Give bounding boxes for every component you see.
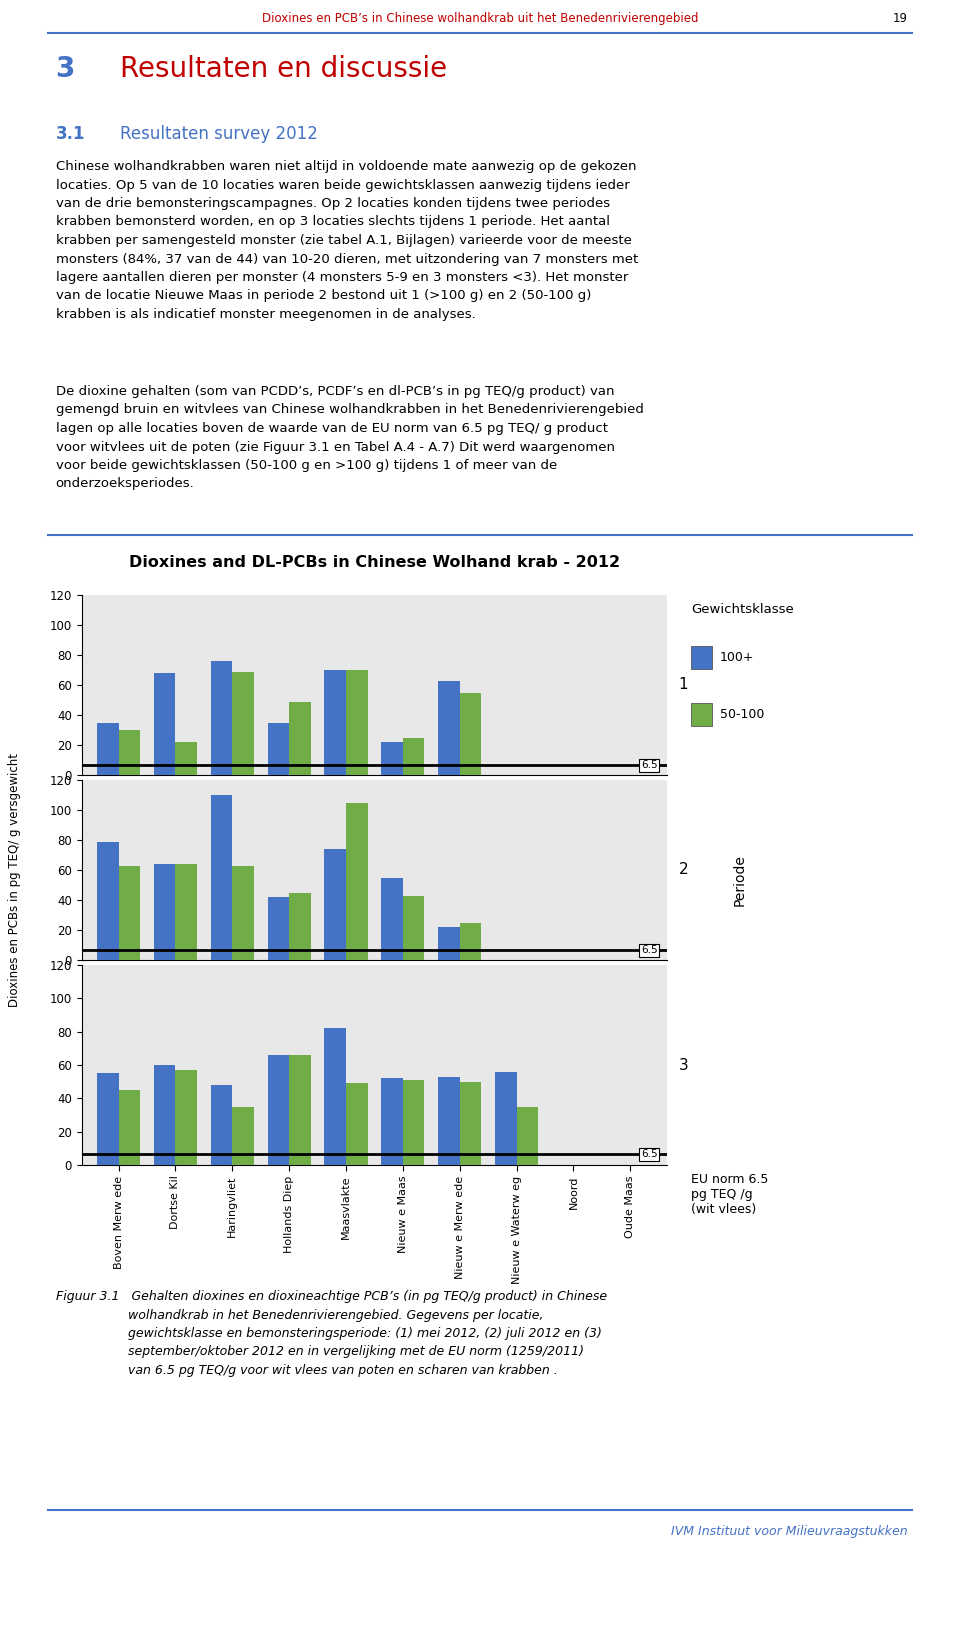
Text: 1: 1 bbox=[679, 678, 688, 693]
Text: 2: 2 bbox=[679, 863, 688, 878]
Text: Dioxines and DL-PCBs in Chinese Wolhand krab - 2012: Dioxines and DL-PCBs in Chinese Wolhand … bbox=[129, 555, 620, 571]
Bar bbox=[324, 1029, 346, 1165]
Text: De dioxine gehalten (som van PCDD’s, PCDF’s en dl-PCB’s in pg TEQ/g product) van: De dioxine gehalten (som van PCDD’s, PCD… bbox=[56, 386, 643, 491]
Bar bbox=[118, 1090, 140, 1165]
Bar bbox=[232, 1106, 253, 1165]
Text: Periode: Periode bbox=[732, 853, 746, 906]
Bar bbox=[460, 922, 481, 960]
Bar bbox=[232, 865, 253, 960]
Text: 50-100: 50-100 bbox=[720, 709, 764, 722]
Bar bbox=[154, 1065, 176, 1165]
Bar bbox=[97, 842, 118, 960]
Text: 6.5: 6.5 bbox=[641, 945, 658, 955]
Bar bbox=[381, 1078, 403, 1165]
Bar bbox=[403, 737, 424, 775]
Text: 3: 3 bbox=[679, 1057, 688, 1073]
Bar bbox=[438, 927, 460, 960]
Text: Chinese wolhandkrabben waren niet altijd in voldoende mate aanwezig op de gekoze: Chinese wolhandkrabben waren niet altijd… bbox=[56, 161, 638, 322]
Text: Dioxines en PCBs in pg TEQ/ g versgewicht: Dioxines en PCBs in pg TEQ/ g versgewich… bbox=[8, 753, 21, 1008]
Bar bbox=[97, 722, 118, 775]
Bar bbox=[118, 730, 140, 775]
Bar bbox=[324, 848, 346, 960]
Bar bbox=[460, 693, 481, 775]
Bar bbox=[289, 701, 311, 775]
Bar bbox=[289, 1055, 311, 1165]
Bar bbox=[154, 673, 176, 775]
Bar bbox=[289, 893, 311, 960]
Bar bbox=[346, 1083, 368, 1165]
Bar bbox=[176, 742, 197, 775]
Bar bbox=[210, 661, 232, 775]
Bar bbox=[495, 1072, 516, 1165]
Bar bbox=[438, 1076, 460, 1165]
Bar bbox=[324, 670, 346, 775]
Bar bbox=[268, 898, 289, 960]
Bar bbox=[232, 671, 253, 775]
Text: IVM Instituut voor Milieuvraagstukken: IVM Instituut voor Milieuvraagstukken bbox=[671, 1524, 907, 1538]
Bar bbox=[403, 1080, 424, 1165]
Text: Figuur 3.1   Gehalten dioxines en dioxineachtige PCB’s (in pg TEQ/g product) in : Figuur 3.1 Gehalten dioxines en dioxinea… bbox=[56, 1290, 607, 1377]
Bar bbox=[438, 681, 460, 775]
Text: 6.5: 6.5 bbox=[641, 760, 658, 770]
Text: 6.5: 6.5 bbox=[641, 1149, 658, 1159]
Bar bbox=[176, 865, 197, 960]
Text: EU norm 6.5
pg TEQ /g
(wit vlees): EU norm 6.5 pg TEQ /g (wit vlees) bbox=[691, 1173, 769, 1216]
Bar bbox=[346, 670, 368, 775]
Bar bbox=[403, 896, 424, 960]
Text: Resultaten survey 2012: Resultaten survey 2012 bbox=[120, 125, 318, 143]
Bar bbox=[268, 1055, 289, 1165]
Bar bbox=[381, 742, 403, 775]
Text: Gewichtsklasse: Gewichtsklasse bbox=[691, 604, 794, 617]
Bar bbox=[268, 722, 289, 775]
Text: 3: 3 bbox=[56, 56, 75, 84]
Bar bbox=[346, 802, 368, 960]
Bar bbox=[210, 1085, 232, 1165]
Bar bbox=[97, 1073, 118, 1165]
Text: Dioxines en PCB’s in Chinese wolhandkrab uit het Benedenrivierengebied: Dioxines en PCB’s in Chinese wolhandkrab… bbox=[262, 11, 698, 25]
Bar bbox=[210, 794, 232, 960]
Text: 100+: 100+ bbox=[720, 651, 755, 665]
Bar bbox=[176, 1070, 197, 1165]
Bar bbox=[381, 878, 403, 960]
Bar bbox=[516, 1106, 539, 1165]
Text: 19: 19 bbox=[892, 11, 907, 25]
Bar bbox=[118, 865, 140, 960]
Text: 3.1: 3.1 bbox=[56, 125, 85, 143]
Bar bbox=[154, 865, 176, 960]
Text: Resultaten en discussie: Resultaten en discussie bbox=[120, 56, 447, 84]
Bar bbox=[460, 1081, 481, 1165]
